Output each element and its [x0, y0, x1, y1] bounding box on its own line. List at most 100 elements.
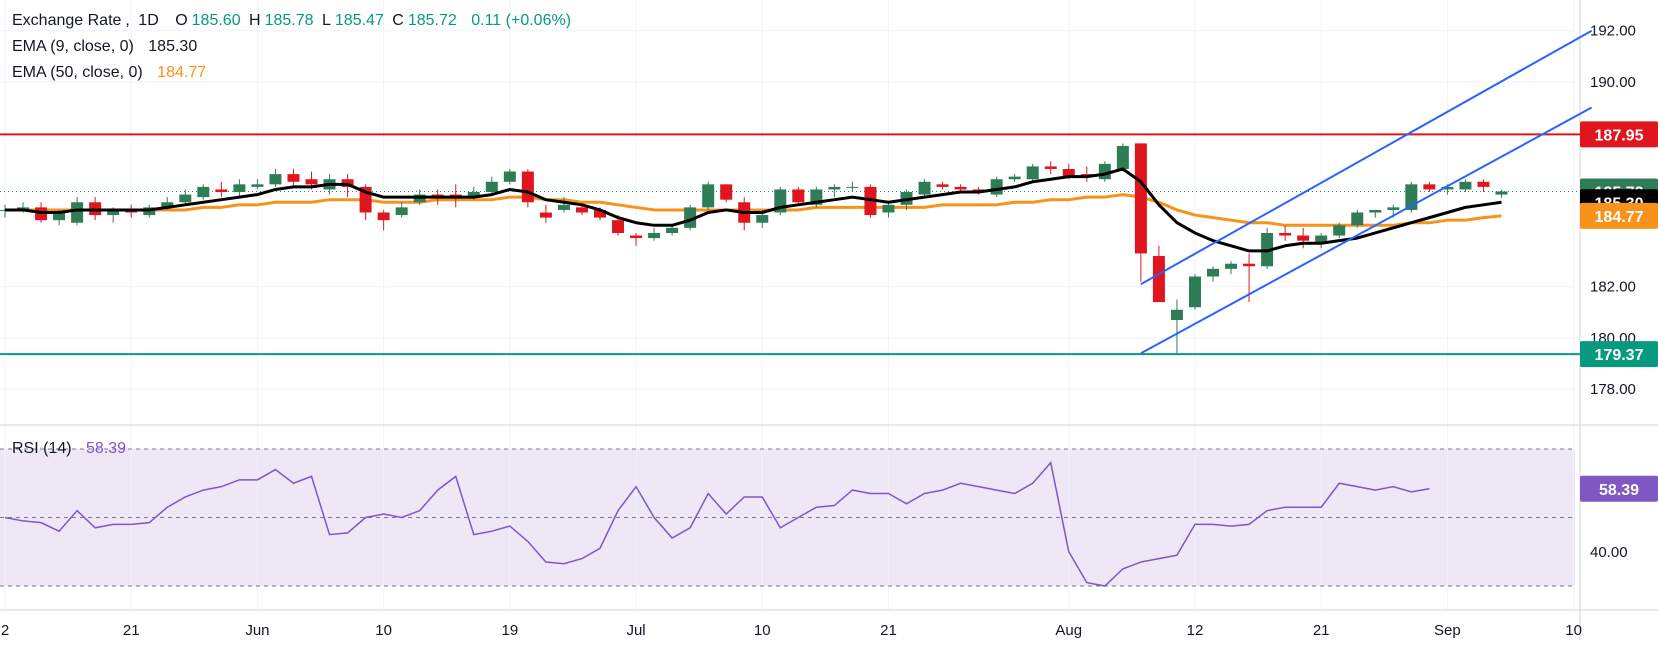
candle-body [702, 184, 715, 208]
candle-body [71, 202, 84, 223]
candle-body [233, 184, 246, 193]
candle-body [612, 220, 625, 233]
candle-body [575, 207, 588, 213]
ema50-tag [1580, 202, 1658, 229]
ema9-value: 185.30 [148, 38, 198, 55]
candle-body [1008, 176, 1021, 180]
rsi-line [4, 461, 1430, 587]
candle-body [1387, 207, 1400, 210]
time-tick-label: 21 [880, 622, 897, 639]
candle-body [990, 179, 1003, 195]
resistance-tag-label: 187.95 [1595, 127, 1644, 144]
rsi-label: RSI (14) [12, 440, 72, 457]
candle-body [1351, 212, 1364, 226]
candle-body [1423, 184, 1436, 190]
candle-body [918, 181, 931, 195]
candle-body [161, 202, 174, 208]
support-tag [1580, 341, 1658, 368]
support-tag-label: 179.37 [1595, 347, 1644, 364]
time-tick-label: 10 [754, 622, 771, 639]
candle-body [485, 181, 498, 193]
resistance-tag [1580, 121, 1658, 148]
candle-body [107, 209, 120, 216]
candle-body [936, 184, 949, 187]
candle-body [593, 209, 606, 218]
candle-body [1225, 263, 1238, 269]
high-label: H [249, 12, 261, 29]
candle-body [377, 212, 390, 221]
candle-body [1134, 143, 1147, 254]
ema50-tag-label: 184.77 [1595, 209, 1644, 226]
ema50-legend: EMA (50, close, 0) 184.77 [12, 64, 210, 82]
candle-body [1441, 186, 1454, 190]
ema9-legend: EMA (9, close, 0) 185.30 [12, 38, 201, 56]
candle-body [1188, 276, 1201, 308]
time-tick-label: 10 [1565, 622, 1582, 639]
candle-body [1116, 145, 1129, 169]
ema50-value: 184.77 [157, 64, 207, 81]
time-tick-label: 19 [501, 622, 518, 639]
open-value: 185.60 [191, 12, 241, 29]
candle-body [720, 184, 733, 200]
price-tick-label: 178.00 [1590, 381, 1636, 398]
ema50-label: EMA (50, close, 0) [12, 64, 143, 81]
candle-body [1297, 235, 1310, 241]
candle-body [287, 174, 300, 182]
candle-body [1315, 235, 1328, 244]
channel-upper-line [1140, 29, 1593, 286]
candle-body [1477, 181, 1490, 187]
high-value: 185.78 [264, 12, 314, 29]
low-label: L [322, 12, 331, 29]
low-value: 185.47 [334, 12, 384, 29]
channel-lower-line [1140, 106, 1593, 355]
price-tick-label: 190.00 [1590, 74, 1636, 91]
rsi-value: 58.39 [86, 440, 127, 457]
change-value: 0.11 (+0.06%) [471, 12, 572, 29]
candle-body [215, 189, 228, 193]
candle-body [269, 174, 282, 185]
close-label: C [392, 12, 404, 29]
rsi-tick-label: 40.00 [1590, 544, 1628, 561]
candle-body [666, 227, 679, 233]
time-tick-label: 12 [1187, 622, 1204, 639]
candle-body [648, 232, 661, 239]
symbol-name: Exchange Rate [12, 12, 122, 29]
close-value: 185.72 [407, 12, 457, 29]
candle-body [53, 212, 66, 221]
candle-body [954, 186, 967, 190]
candle-body [539, 212, 552, 218]
candle-body [882, 204, 895, 213]
candle-body [1495, 191, 1508, 195]
candle-body [1062, 168, 1075, 177]
candle-body [756, 215, 769, 223]
candle-body [179, 194, 192, 203]
time-tick-label: Jun [245, 622, 269, 639]
time-tick-label: 21 [1313, 622, 1330, 639]
ema9-label: EMA (9, close, 0) [12, 38, 134, 55]
time-tick-label: 10 [375, 622, 392, 639]
ohlc-legend: Exchange Rate, 1D O 185.60 H 185.78 L 185.4… [12, 12, 575, 30]
candle-body [467, 192, 480, 198]
candle-body [828, 186, 841, 190]
interval-label: 1D [138, 12, 159, 29]
time-tick-label: 21 [123, 622, 140, 639]
candle-body [1152, 256, 1165, 303]
candle-body [395, 207, 408, 216]
candle-body [1369, 209, 1382, 213]
time-tick-label: Sep [1434, 622, 1461, 639]
candle-body [1026, 166, 1039, 180]
rsi-current-tag [1580, 475, 1658, 502]
rsi-legend: RSI (14) 58.39 [12, 440, 130, 458]
price-tick-label: 182.00 [1590, 279, 1636, 296]
symbol-separator: , [125, 12, 135, 29]
candle-body [684, 207, 697, 228]
open-label: O [175, 12, 188, 29]
candle-body [521, 171, 534, 203]
candle-body [846, 186, 859, 188]
time-tick-label: Jul [626, 622, 645, 639]
candle-body [1044, 166, 1057, 169]
candle-body [1459, 181, 1472, 190]
price-tick-label: 192.00 [1590, 23, 1636, 40]
rsi-current-tag-label: 58.39 [1599, 482, 1639, 499]
